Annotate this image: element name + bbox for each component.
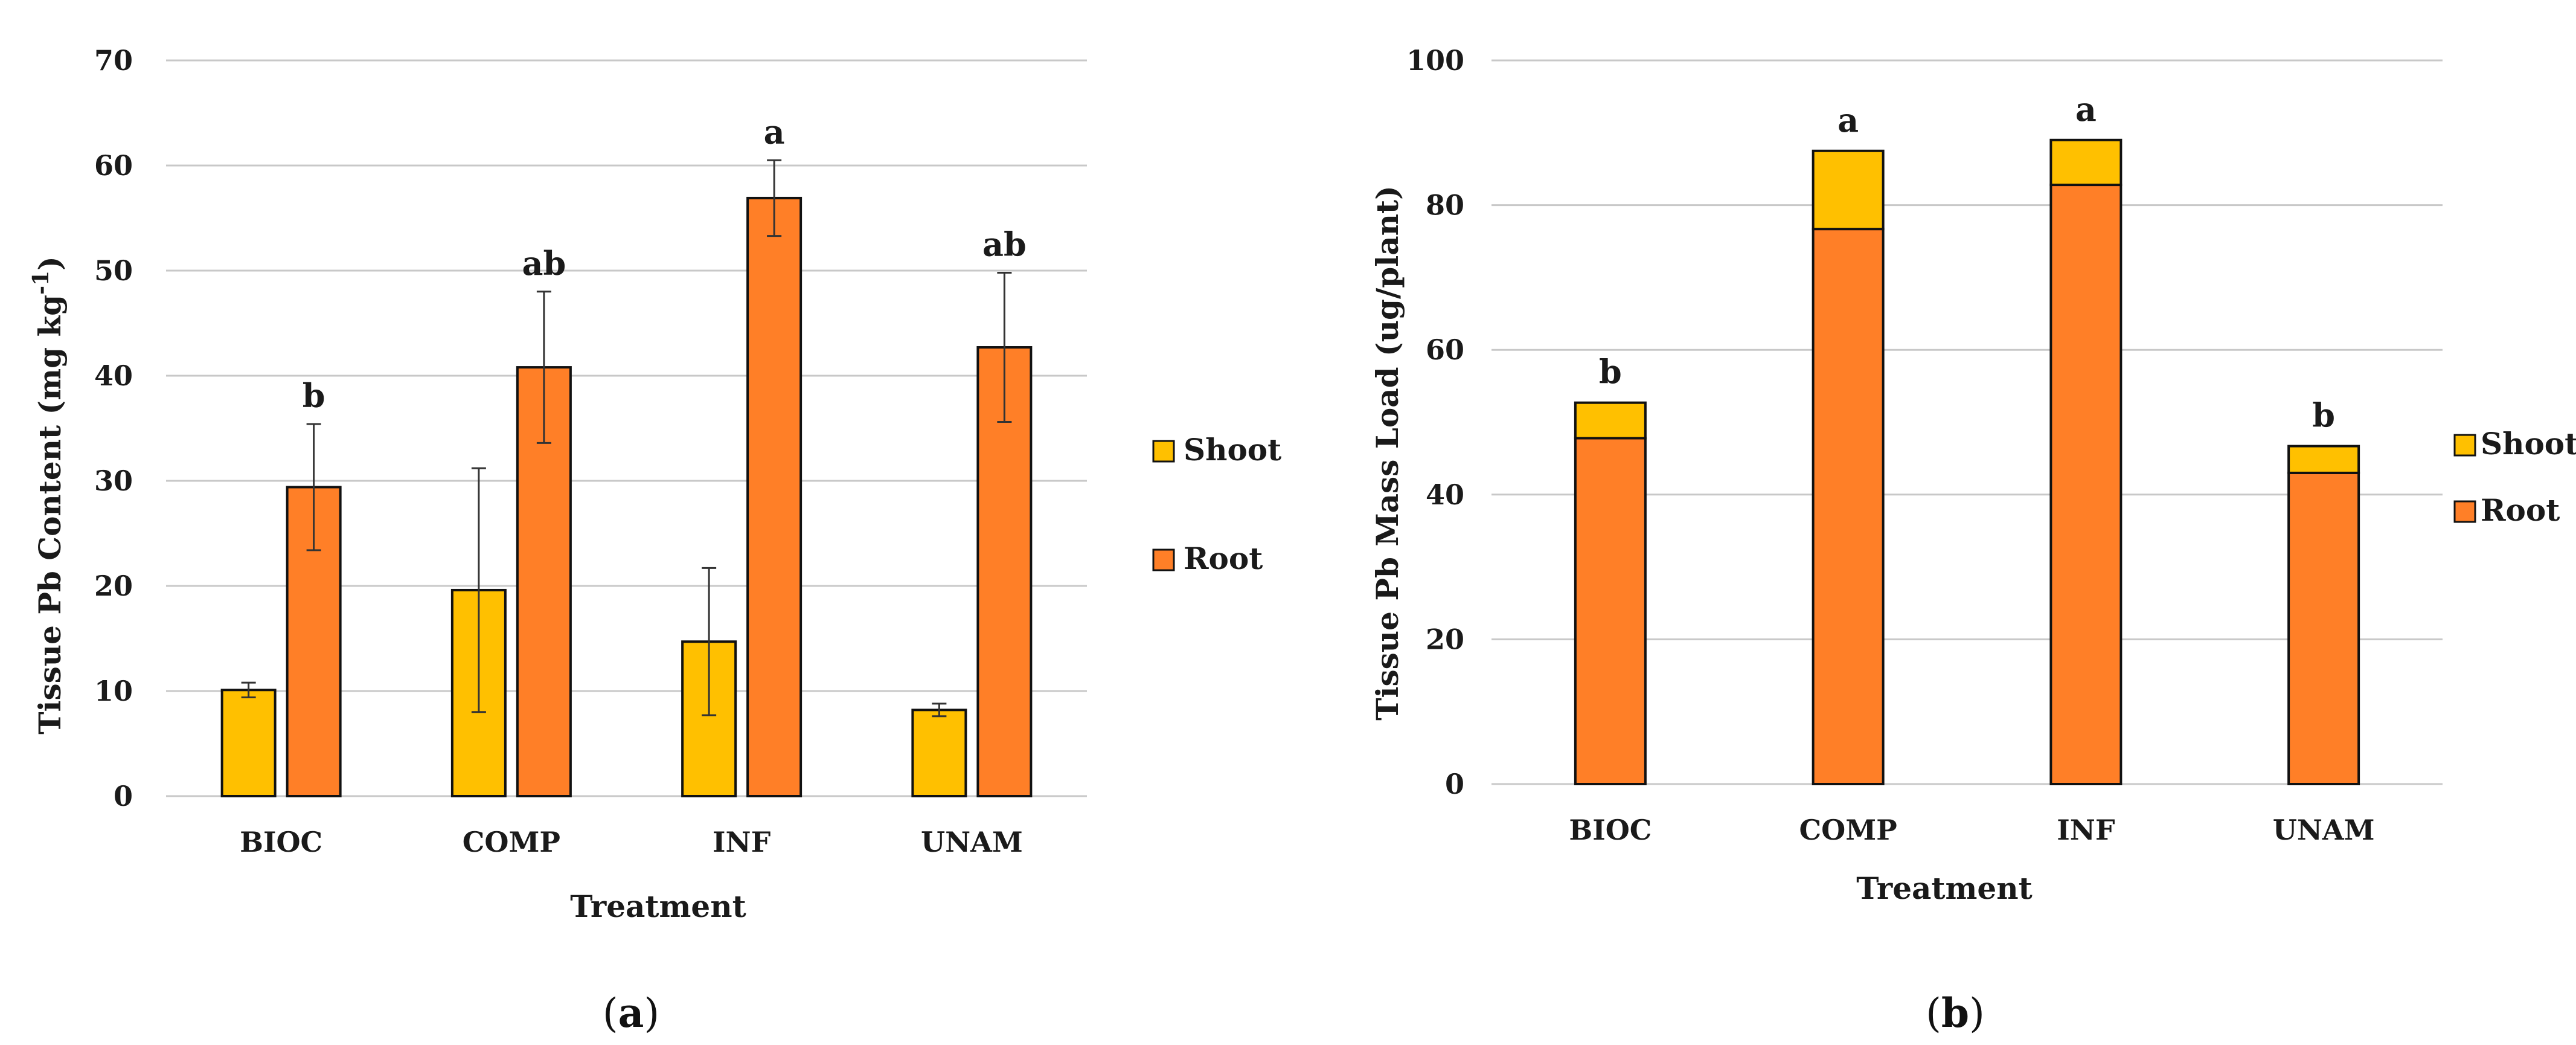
panel-b-significance-label: a: [2075, 90, 2097, 129]
panel-a-significance-label: ab: [982, 225, 1027, 263]
panel-a-legend-swatch-shoot: [1152, 440, 1175, 463]
panel-b-x-axis-title: Treatment: [1856, 870, 2032, 906]
panel-b-y-tick-label: 60: [1426, 333, 1464, 366]
panel-b-x-tick-label: UNAM: [2273, 814, 2375, 846]
panel-a-significance-labels: b ab a ab: [303, 112, 1027, 415]
panel-a-y-axis-title-end: ): [32, 256, 68, 271]
panel-b-bar-segment-shoot: [1812, 149, 1885, 231]
panel-b-bar-segment-root: [2287, 471, 2360, 785]
panel-a-error-bars: [241, 159, 1012, 718]
panel-b-label: (b): [1926, 989, 1985, 1037]
panel-a-x-tick-label: UNAM: [921, 826, 1023, 858]
panel-b-legend-label-shoot: Shoot: [2481, 426, 2576, 461]
panel-a-legend-label-root: Root: [1184, 541, 1263, 576]
panel-b-y-axis-title: Tissue Pb Mass Load (ug/plant): [1370, 185, 1405, 720]
panel-b-bar-segment-shoot: [1574, 401, 1647, 440]
panel-a-legend-label-shoot: Shoot: [1184, 432, 1281, 468]
panel-b-bars: [1574, 138, 2360, 786]
panel-b-bar-segment-root: [1574, 437, 1647, 785]
panel-b-x-ticks: BIOC COMP INF UNAM: [1569, 814, 2374, 846]
panel-a-y-ticks: 0 10 20 30 40 50 60 70: [94, 44, 133, 812]
panel-b-bar-segment-shoot: [2287, 445, 2360, 474]
panel-a-label: (a): [603, 989, 659, 1037]
panel-b-y-tick-label: 0: [1445, 768, 1464, 800]
panel-b-x-tick-label: COMP: [1799, 814, 1897, 846]
panel-a-y-tick-label: 50: [94, 254, 133, 287]
panel-a-legend-swatch-root: [1152, 548, 1175, 571]
panel-a-x-tick-label: BIOC: [240, 826, 322, 858]
panel-b-gridlines: [1491, 59, 2443, 785]
panel-b-y-ticks: 0 20 40 60 80 100: [1406, 44, 1464, 800]
panel-a-y-tick-label: 10: [94, 675, 133, 707]
panel-a-bars: [220, 196, 1033, 798]
panel-a-y-tick-label: 60: [94, 149, 133, 182]
panel-a-y-tick-label: 70: [94, 44, 133, 77]
panel-a-significance-label: b: [303, 376, 325, 415]
panel-a-bar-root: [746, 196, 803, 797]
panel-a-y-tick-label: 30: [94, 465, 133, 497]
panel-b-legend-swatch-root: [2453, 500, 2476, 523]
panel-a-x-axis-title: Treatment: [570, 889, 746, 924]
panel-b-significance-label: b: [1599, 353, 1622, 391]
panel-a-chart: 0 10 20 30 40 50 60 70 b ab a ab BIOC COMP INF UNAM T…: [28, 44, 1281, 1037]
panel-a-y-axis-title-main: Tissue Pb Content (mg kg: [32, 295, 68, 735]
panel-b-significance-label: a: [1837, 101, 1859, 140]
panel-a-y-tick-label: 40: [94, 359, 133, 392]
panel-b-legend: Shoot Root: [2453, 426, 2576, 528]
panel-b-y-tick-label: 80: [1426, 189, 1464, 222]
panel-b-bar-segment-root: [2049, 184, 2123, 785]
panel-b-significance-label: b: [2312, 396, 2335, 435]
panel-b-x-tick-label: INF: [2057, 814, 2115, 846]
panel-a-significance-label: ab: [522, 244, 566, 283]
panel-b-significance-labels: b a a b: [1599, 90, 2335, 435]
panel-b-label-letter: b: [1941, 989, 1969, 1037]
panel-a-label-letter: a: [618, 989, 644, 1037]
panel-b-x-tick-label: BIOC: [1569, 814, 1652, 846]
panel-b-y-tick-label: 40: [1426, 478, 1464, 511]
panel-a-y-tick-label: 20: [94, 570, 133, 602]
panel-b-bar-segment-shoot: [2049, 138, 2123, 187]
panel-a-bar-shoot: [220, 689, 277, 798]
panel-a-x-tick-label: COMP: [463, 826, 560, 858]
panel-a-y-tick-label: 0: [114, 780, 133, 812]
panel-a-y-axis-title-superscript: -1: [28, 271, 54, 295]
panel-b-bar-segment-root: [1812, 228, 1885, 786]
panel-b-legend-label-root: Root: [2481, 492, 2560, 528]
panel-a-x-ticks: BIOC COMP INF UNAM: [240, 826, 1023, 858]
panel-a-significance-label: a: [764, 112, 785, 151]
panel-a-y-axis-title: Tissue Pb Content (mg kg-1): [28, 256, 68, 735]
panel-b-y-tick-label: 100: [1406, 44, 1464, 77]
panel-a-x-tick-label: INF: [713, 826, 771, 858]
panel-b-y-tick-label: 20: [1426, 623, 1464, 655]
panel-b-legend-swatch-shoot: [2453, 434, 2476, 457]
panel-a-bar-shoot: [911, 709, 967, 797]
panel-a-legend: Shoot Root: [1152, 432, 1281, 576]
panel-b-chart: 0 20 40 60 80 100 b a a b BIOC COMP INF UNAM Treatm…: [1370, 44, 2576, 1037]
